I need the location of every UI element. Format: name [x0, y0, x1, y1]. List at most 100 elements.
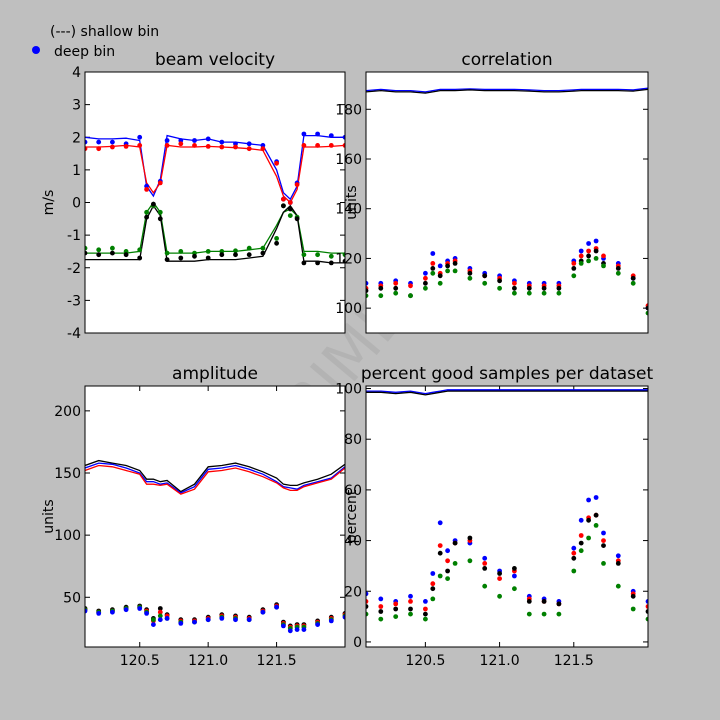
data-point-blue — [157, 617, 163, 623]
data-point-green — [512, 290, 517, 296]
data-point-green — [615, 583, 621, 589]
data-point-red — [96, 146, 102, 152]
data-point-green — [445, 576, 450, 581]
series-group — [366, 389, 648, 622]
data-point-black — [151, 201, 156, 207]
data-point-red — [408, 599, 413, 604]
data-point-blue — [571, 545, 577, 551]
data-point-green — [593, 523, 599, 528]
data-point-black — [137, 255, 143, 261]
data-point-black — [556, 285, 562, 291]
data-point-red — [601, 538, 606, 543]
data-point-blue — [615, 553, 621, 559]
data-point-blue — [123, 607, 129, 613]
data-point-black — [219, 252, 225, 258]
data-point-blue — [328, 133, 334, 139]
data-point-blue — [482, 555, 488, 561]
data-point-black — [593, 248, 599, 254]
data-point-red — [192, 143, 197, 148]
data-point-black — [445, 568, 450, 574]
axes-frame — [84, 71, 346, 334]
data-point-green — [233, 248, 238, 254]
data-point-blue — [408, 593, 413, 599]
series-line-black — [366, 88, 648, 94]
data-point-blue — [178, 621, 184, 626]
data-point-black — [393, 285, 399, 291]
data-point-green — [287, 213, 293, 219]
data-point-green — [219, 249, 225, 254]
data-point-green — [467, 558, 473, 564]
data-point-blue — [586, 497, 591, 503]
beam-velocity-subplot: beam velocity m/s -4 -3 -2 -1 0 1 2 3 4 — [41, 50, 346, 342]
data-point-black — [378, 609, 384, 614]
y-axis-label: m/s — [41, 190, 57, 216]
x-tick-label: 120.5 — [405, 653, 445, 669]
data-point-black — [294, 216, 300, 222]
data-point-blue — [430, 571, 436, 576]
data-point-blue — [593, 495, 599, 500]
data-point-black — [615, 266, 621, 271]
data-point-green — [541, 611, 547, 617]
data-point-red — [328, 143, 334, 148]
data-point-black — [246, 252, 252, 258]
data-point-black — [423, 280, 428, 286]
data-point-red — [445, 558, 450, 564]
data-point-black — [452, 540, 458, 546]
data-point-blue — [151, 622, 156, 627]
data-point-green — [96, 247, 102, 253]
data-point-black — [157, 606, 163, 611]
data-point-black — [274, 240, 279, 246]
data-point-blue — [366, 591, 369, 597]
data-point-black — [123, 252, 129, 258]
data-point-green — [408, 293, 413, 299]
y-tick-label: 100 — [335, 382, 362, 398]
data-point-red — [366, 599, 369, 604]
data-point-black — [497, 278, 502, 284]
y-tick-label: 60 — [344, 483, 362, 499]
data-point-black — [445, 263, 450, 269]
series-line-red — [85, 464, 345, 495]
data-point-black — [366, 288, 369, 294]
data-point-blue — [578, 517, 584, 523]
x-tick-label: 120.5 — [120, 653, 160, 669]
data-point-black — [571, 555, 577, 561]
data-point-green — [430, 270, 436, 276]
data-point-red — [233, 144, 238, 150]
data-point-green — [393, 614, 399, 619]
data-point-green — [328, 253, 334, 259]
data-point-green — [512, 586, 517, 592]
data-point-green — [630, 606, 636, 612]
data-point-green — [437, 573, 443, 579]
data-point-blue — [593, 238, 599, 244]
data-point-black — [586, 253, 591, 259]
data-point-red — [260, 146, 266, 152]
data-point-green — [578, 548, 584, 554]
subplot-title: percent good samples per dataset — [361, 364, 654, 384]
data-point-blue — [437, 263, 443, 269]
data-point-blue — [144, 611, 150, 616]
data-point-red — [157, 609, 163, 615]
data-point-green — [301, 252, 307, 258]
y-tick-label: 120 — [335, 251, 362, 267]
y-tick-label: -4 — [67, 326, 81, 342]
data-point-red — [178, 141, 184, 147]
y-axis-label: percent — [344, 489, 360, 543]
data-point-red — [315, 143, 320, 148]
data-point-black — [630, 593, 636, 599]
data-point-black — [301, 260, 307, 266]
data-point-green — [123, 249, 129, 254]
data-point-blue — [301, 131, 307, 137]
data-point-green — [137, 247, 143, 253]
data-point-black — [645, 305, 648, 311]
data-point-green — [497, 593, 502, 599]
percent-good-subplot: percent good samples per dataset percent 0… — [335, 364, 653, 669]
data-point-green — [452, 268, 458, 274]
y-tick-label: 100 — [54, 528, 81, 544]
data-point-black — [157, 216, 163, 222]
data-point-black — [315, 260, 320, 266]
data-point-blue — [260, 143, 266, 148]
data-point-green — [315, 252, 320, 258]
data-point-green — [423, 285, 428, 291]
data-point-red — [645, 604, 648, 609]
y-tick-label: 40 — [344, 534, 362, 550]
